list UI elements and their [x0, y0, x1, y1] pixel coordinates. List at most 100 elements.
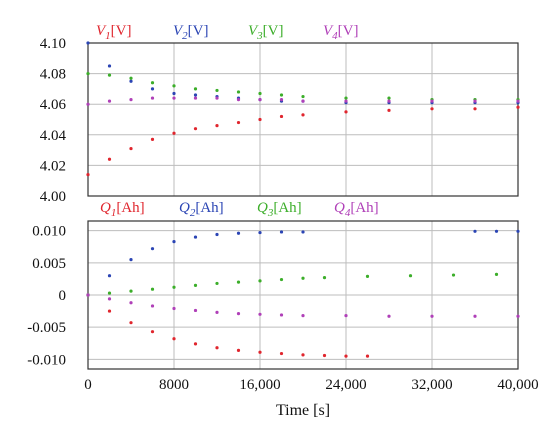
data-point [430, 107, 434, 111]
legend-entry: Q1[Ah] [100, 200, 145, 219]
y-tick-label: 0.010 [32, 224, 66, 240]
data-point [387, 314, 391, 318]
data-point [193, 283, 198, 287]
x-tick-label: 32,000 [411, 377, 452, 393]
legend-entry: V2[V] [173, 23, 209, 42]
data-point [129, 98, 133, 102]
data-point [150, 96, 155, 100]
x-tick-label: 0 [84, 377, 92, 393]
data-point [387, 99, 391, 103]
data-point [86, 102, 90, 106]
data-point [150, 137, 155, 141]
data-point [236, 120, 241, 125]
data-point [301, 94, 305, 99]
data-point [258, 279, 262, 283]
data-point [494, 272, 499, 277]
data-point [258, 91, 262, 96]
data-point [193, 235, 198, 239]
data-point [387, 96, 391, 100]
data-point [129, 258, 133, 262]
data-point [172, 91, 176, 96]
data-point [215, 310, 219, 314]
data-point [430, 314, 434, 318]
legend-entry: V3[V] [248, 23, 284, 42]
data-point [516, 314, 520, 318]
data-point [516, 99, 520, 103]
data-point [150, 304, 155, 308]
data-point [258, 98, 262, 102]
data-point [107, 64, 112, 68]
data-point [129, 289, 133, 293]
y-tick-label: -0.010 [27, 352, 66, 368]
data-point [150, 247, 155, 251]
data-point [193, 87, 198, 91]
data-point [86, 293, 90, 297]
data-point [258, 350, 262, 354]
legend-entry: Q4[Ah] [334, 200, 379, 219]
data-point [301, 276, 305, 280]
data-point [193, 342, 198, 346]
data-point [279, 351, 284, 356]
y-tick-label: 0 [59, 288, 67, 304]
data-point [279, 98, 284, 102]
legend-entry: Q3[Ah] [257, 200, 302, 219]
data-point [193, 127, 198, 131]
data-point [387, 108, 391, 112]
data-point [172, 306, 176, 311]
data-point [150, 81, 155, 85]
x-tick-label: 16,000 [239, 377, 280, 393]
data-point [516, 229, 520, 233]
data-point [236, 90, 241, 94]
voltage-panel: 4.10 4.08 4.06 4.04 4.02 4.00 V1[V] V2[V] V3[V] V… [40, 23, 520, 205]
data-point [344, 99, 348, 103]
data-point [301, 353, 305, 357]
y-tick-label: -0.005 [27, 320, 66, 336]
data-point [236, 231, 241, 235]
data-point [215, 88, 219, 93]
data-point [236, 348, 241, 352]
data-point [129, 321, 133, 325]
data-point [129, 301, 133, 305]
data-point [215, 124, 219, 128]
legend-entry: V4[V] [323, 23, 359, 42]
data-point [172, 239, 176, 244]
data-point [473, 107, 477, 111]
data-point [172, 337, 176, 341]
data-point [301, 230, 305, 234]
data-point [365, 354, 370, 358]
data-point [451, 273, 456, 277]
data-point [86, 41, 90, 45]
data-point [494, 229, 499, 233]
data-point [258, 230, 262, 235]
y-tick-label: 4.10 [40, 36, 66, 52]
data-point [430, 99, 434, 103]
y-tick-label: 4.02 [40, 158, 66, 174]
data-point [172, 285, 176, 289]
data-point [129, 79, 133, 83]
data-point [107, 309, 112, 313]
data-point [279, 230, 284, 234]
y-tick-label: 0.005 [32, 256, 66, 272]
data-point [236, 98, 241, 102]
data-point [301, 113, 305, 117]
data-point [279, 114, 284, 119]
data-point [86, 172, 90, 177]
data-point [107, 99, 112, 103]
y-tick-label: 4.04 [40, 128, 67, 144]
data-point [279, 277, 284, 282]
data-point [473, 314, 477, 318]
data-point [150, 287, 155, 291]
data-point [408, 274, 413, 278]
data-point [215, 281, 219, 286]
data-point [107, 297, 112, 301]
charge-panel: 0.010 0.005 0 -0.005 -0.010 0 8000 16,000 24,000… [27, 200, 538, 393]
data-point [301, 313, 305, 318]
x-tick-label: 40,000 [497, 377, 538, 393]
data-point [129, 76, 133, 80]
data-point [258, 312, 262, 316]
data-point [172, 84, 176, 88]
data-point [301, 99, 305, 103]
data-point [344, 313, 348, 318]
plot-frame [87, 42, 519, 197]
